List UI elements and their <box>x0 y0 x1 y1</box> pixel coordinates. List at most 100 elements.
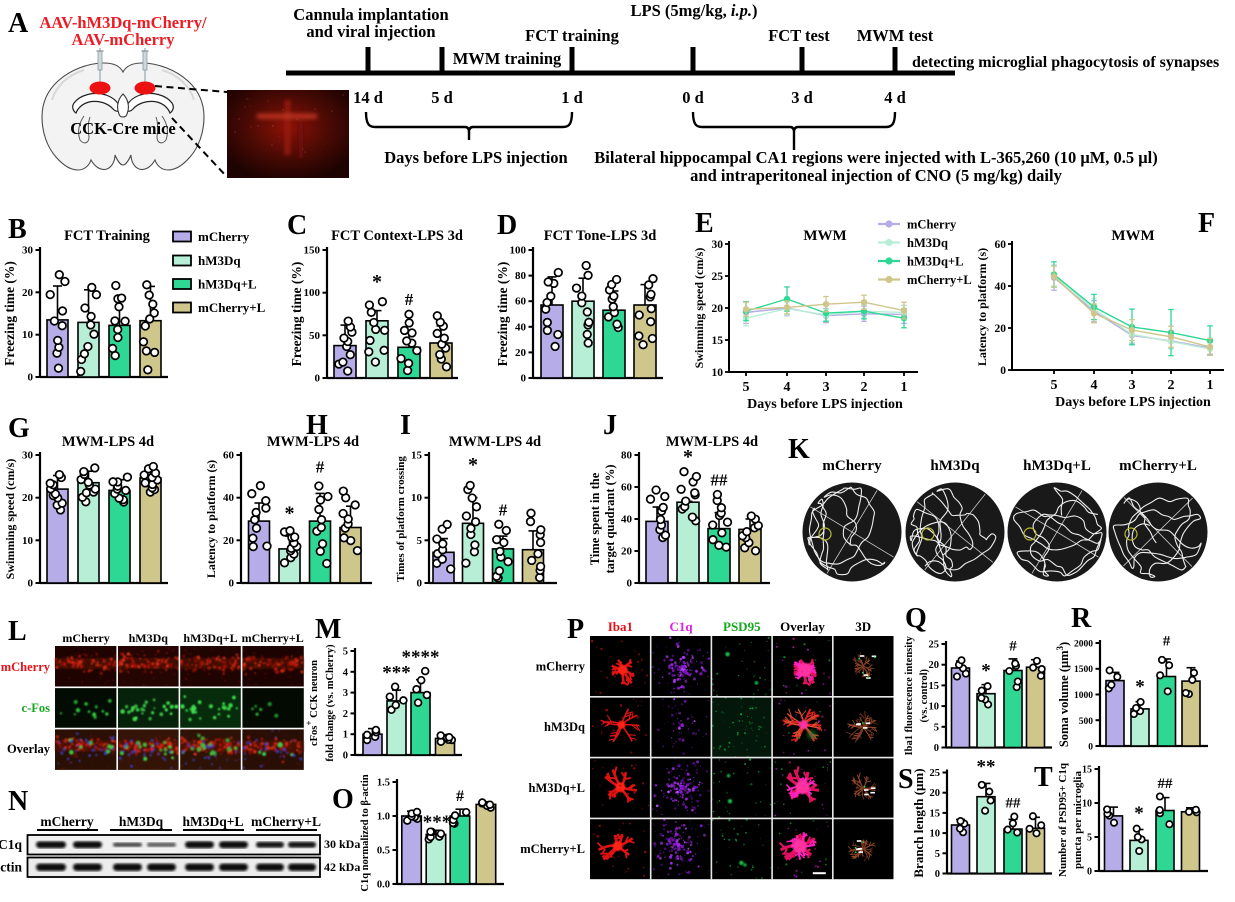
svg-text:2: 2 <box>861 380 868 395</box>
svg-text:****: **** <box>402 647 440 668</box>
svg-text:0: 0 <box>1000 365 1006 377</box>
svg-text:hM3Dq+L: hM3Dq+L <box>1023 458 1091 474</box>
svg-text:3: 3 <box>823 380 830 395</box>
svg-text:Freezing time (%): Freezing time (%) <box>289 262 304 367</box>
svg-text:3: 3 <box>1129 378 1136 393</box>
svg-text:80: 80 <box>621 450 633 462</box>
svg-text:0: 0 <box>315 373 321 385</box>
svg-text:##: ## <box>711 470 729 489</box>
svg-text:3: 3 <box>343 688 348 699</box>
svg-text:0 d: 0 d <box>682 88 704 107</box>
svg-text:hM3Dq+L: hM3Dq+L <box>907 254 963 268</box>
svg-text:M: M <box>315 614 341 645</box>
svg-text:Bilateral hippocampal CA1 regi: Bilateral hippocampal CA1 regions were i… <box>594 148 1157 167</box>
svg-text:*: * <box>1135 677 1145 698</box>
svg-text:**: ** <box>977 757 996 778</box>
svg-text:#: # <box>499 500 508 519</box>
svg-text:MWM-LPS 4d: MWM-LPS 4d <box>267 434 359 450</box>
svg-text:Q: Q <box>905 603 927 634</box>
svg-text:mCherry: mCherry <box>62 631 109 645</box>
svg-text:R: R <box>1071 603 1092 634</box>
svg-text:20: 20 <box>22 492 34 504</box>
svg-text:detecting microglial phagocyto: detecting microglial phagocytosis of syn… <box>912 54 1219 71</box>
svg-text:42 kDa: 42 kDa <box>324 860 360 874</box>
svg-text:hM3Dq: hM3Dq <box>907 236 948 250</box>
svg-text:MWM test: MWM test <box>857 26 934 45</box>
svg-text:mCherry+L: mCherry+L <box>198 300 266 315</box>
svg-text:FCT Training: FCT Training <box>64 228 151 244</box>
svg-text:and intraperitoneal injection: and intraperitoneal injection of CNO (5 … <box>690 166 1062 185</box>
svg-text:5: 5 <box>743 380 750 395</box>
svg-text:10: 10 <box>22 535 34 547</box>
svg-text:C1q normalized to β-actin: C1q normalized to β-actin <box>360 774 371 891</box>
svg-text:0: 0 <box>343 751 348 762</box>
svg-text:mCherry+L: mCherry+L <box>1119 458 1197 474</box>
svg-text:150: 150 <box>304 245 321 257</box>
svg-text:25: 25 <box>930 768 941 779</box>
svg-text:FCT test: FCT test <box>768 26 830 45</box>
svg-text:Cannula implantation: Cannula implantation <box>293 5 448 24</box>
svg-text:hM3Dq+L: hM3Dq+L <box>183 631 237 645</box>
svg-text:MWM-LPS 4d: MWM-LPS 4d <box>62 434 154 450</box>
svg-text:MWM: MWM <box>1111 228 1154 244</box>
svg-text:15: 15 <box>712 335 724 347</box>
svg-text:1: 1 <box>901 380 908 395</box>
svg-text:#: # <box>1163 633 1171 649</box>
svg-text:20: 20 <box>515 347 527 359</box>
svg-text:4: 4 <box>784 380 791 395</box>
svg-text:60: 60 <box>621 482 633 494</box>
svg-text:10: 10 <box>411 492 423 504</box>
svg-text:2: 2 <box>343 709 348 720</box>
svg-text:***: *** <box>423 812 452 833</box>
svg-text:5: 5 <box>417 535 423 547</box>
svg-text:Times of platform crossing: Times of platform crossing <box>395 456 407 582</box>
svg-text:c-Fos: c-Fos <box>22 701 51 715</box>
svg-text:30: 30 <box>22 450 34 462</box>
svg-text:B: B <box>8 214 27 245</box>
svg-text:G: G <box>8 413 30 444</box>
svg-text:1.5: 1.5 <box>377 778 390 789</box>
svg-text:CCK-Cre mice: CCK-Cre mice <box>70 119 176 138</box>
svg-text:5: 5 <box>1087 833 1092 844</box>
svg-text:0: 0 <box>521 373 527 385</box>
svg-text:5: 5 <box>1051 378 1058 393</box>
svg-text:mCherry+L: mCherry+L <box>520 842 585 856</box>
svg-text:mCherry+L: mCherry+L <box>251 814 321 829</box>
svg-text:20: 20 <box>929 660 940 671</box>
svg-text:15: 15 <box>930 808 941 819</box>
svg-text:T: T <box>1034 762 1053 793</box>
svg-text:FCT training: FCT training <box>525 26 619 45</box>
svg-text:P: P <box>567 614 584 645</box>
svg-text:O: O <box>332 784 354 815</box>
svg-text:F: F <box>1198 208 1215 239</box>
svg-text:(vs. control): (vs. control) <box>919 669 930 723</box>
svg-text:60: 60 <box>515 296 527 308</box>
svg-text:0: 0 <box>28 578 34 590</box>
svg-text:40: 40 <box>621 514 633 526</box>
svg-text:1: 1 <box>343 730 348 741</box>
svg-text:100: 100 <box>510 245 527 257</box>
svg-text:hM3Dq: hM3Dq <box>930 458 980 474</box>
svg-text:Freezing time (%): Freezing time (%) <box>495 262 510 367</box>
svg-text:J: J <box>603 410 617 441</box>
svg-text:20: 20 <box>712 303 724 315</box>
svg-text:mCherry+L: mCherry+L <box>907 273 972 287</box>
svg-text:*: * <box>1134 803 1144 824</box>
svg-text:target quadrant (%): target quadrant (%) <box>603 464 617 573</box>
svg-text:mCherry+L: mCherry+L <box>242 631 304 645</box>
svg-text:##: ## <box>1006 795 1022 811</box>
svg-text:#: # <box>456 788 464 805</box>
svg-text:N: N <box>8 786 28 817</box>
svg-text:10: 10 <box>929 702 940 713</box>
svg-text:Number of PSD95+ C1q: Number of PSD95+ C1q <box>1057 762 1069 877</box>
svg-text:100: 100 <box>304 287 321 299</box>
svg-text:A: A <box>8 8 29 39</box>
svg-text:I: I <box>400 410 411 441</box>
svg-text:60: 60 <box>223 450 235 462</box>
svg-text:Overlay: Overlay <box>7 742 51 756</box>
svg-text:*: * <box>285 503 295 525</box>
svg-text:0: 0 <box>1087 867 1092 878</box>
svg-text:mCherry: mCherry <box>907 217 957 231</box>
svg-text:C: C <box>287 210 307 241</box>
svg-text:15: 15 <box>411 450 423 462</box>
